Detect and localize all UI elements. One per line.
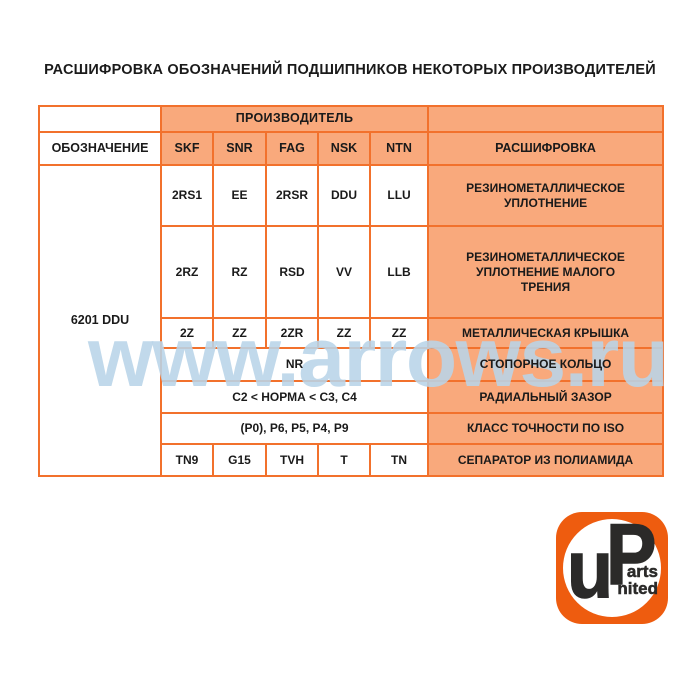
logo-circle <box>563 519 661 617</box>
bearing-decode-table: ПРОИЗВОДИТЕЛЬ ОБОЗНАЧЕНИЕ SKF SNR FAG NS… <box>38 105 669 477</box>
table-cell: ZZ <box>212 317 267 349</box>
decoding-header: РАСШИФРОВКА <box>427 131 665 166</box>
table-row: 6201 DDU 2RS1 EE 2RSR DDU LLU РЕЗИНОМЕТА… <box>38 164 665 477</box>
table-cell: ZZ <box>368 317 430 349</box>
decoding-cell: РЕЗИНОМЕТАЛЛИЧЕСКОЕ УПЛОТНЕНИЕ МАЛОГО ТР… <box>427 225 665 319</box>
decoding-cell: СЕПАРАТОР ИЗ ПОЛИАМИДА <box>427 443 665 477</box>
table-row: 2Z ZZ 2ZR ZZ ZZ МЕТАЛЛИЧЕСКАЯ КРЫШКА <box>39 317 665 349</box>
manufacturer-col-snr: SNR <box>212 131 267 166</box>
decoding-cell: МЕТАЛЛИЧЕСКАЯ КРЫШКА <box>427 317 665 349</box>
designation-value: 6201 DDU <box>38 164 162 477</box>
table-cell: 2RZ <box>160 225 214 319</box>
logo-letter-p: P <box>605 507 657 603</box>
table-row: ПРОИЗВОДИТЕЛЬ <box>38 105 665 133</box>
page-title: РАСШИФРОВКА ОБОЗНАЧЕНИЙ ПОДШИПНИКОВ НЕКО… <box>44 62 656 78</box>
table-cell: 2RSR <box>265 164 319 227</box>
producer-header: ПРОИЗВОДИТЕЛЬ <box>159 105 430 133</box>
table-cell: RSD <box>265 225 319 319</box>
table-row: (P0), P6, P5, P4, P9 КЛАСС ТОЧНОСТИ ПО I… <box>39 412 665 445</box>
manufacturer-col-nsk: NSK <box>317 131 371 166</box>
table-row: NR СТОПОРНОЕ КОЛЬЦО <box>39 347 665 382</box>
table-cell: LLB <box>368 225 430 319</box>
decoding-cell: РАДИАЛЬНЫЙ ЗАЗОР <box>427 380 665 414</box>
table-row: 2RZ RZ RSD VV LLB РЕЗИНОМЕТАЛЛИЧЕСКОЕ УП… <box>39 225 665 319</box>
decoding-cell: СТОПОРНОЕ КОЛЬЦО <box>427 347 665 382</box>
table-cell: EE <box>212 164 267 227</box>
table-cell: TVH <box>265 443 319 477</box>
table-cell: 2RS1 <box>160 164 214 227</box>
table-row: TN9 G15 TVH T TN СЕПАРАТОР ИЗ ПОЛИАМИДА <box>39 443 665 477</box>
manufacturer-col-skf: SKF <box>160 131 214 166</box>
table-cell: ZZ <box>317 317 371 349</box>
logo-text-arts: arts <box>626 562 659 581</box>
table-cell: LLU <box>368 164 430 227</box>
table-cell: T <box>317 443 371 477</box>
table: ПРОИЗВОДИТЕЛЬ ОБОЗНАЧЕНИЕ SKF SNR FAG NS… <box>38 105 665 477</box>
designation-header: ОБОЗНАЧЕНИЕ <box>38 131 162 166</box>
manufacturer-col-fag: FAG <box>265 131 319 166</box>
table-cell: G15 <box>212 443 267 477</box>
table-cell: 2ZR <box>265 317 319 349</box>
decoding-cell: КЛАСС ТОЧНОСТИ ПО ISO <box>427 412 665 445</box>
table-cell: TN9 <box>160 443 214 477</box>
logo-letter-u: u <box>566 524 614 615</box>
table-row: ОБОЗНАЧЕНИЕ SKF SNR FAG NSK NTN РАСШИФРО… <box>38 131 665 166</box>
table-cell: 2Z <box>160 317 214 349</box>
uparts-logo: u P arts nited <box>556 507 668 624</box>
table-cell: TN <box>368 443 430 477</box>
table-cell: VV <box>317 225 371 319</box>
merged-value-cell: NR <box>159 347 430 382</box>
merged-value-cell: C2 < НОРМА < C3, C4 <box>159 380 430 414</box>
table-row: C2 < НОРМА < C3, C4 РАДИАЛЬНЫЙ ЗАЗОР <box>39 380 665 414</box>
table-cell: DDU <box>317 164 371 227</box>
decoding-cell: РЕЗИНОМЕТАЛЛИЧЕСКОЕ УПЛОТНЕНИЕ <box>427 164 665 227</box>
manufacturer-col-ntn: NTN <box>368 131 430 166</box>
table-cell: RZ <box>212 225 267 319</box>
corner-cell <box>38 105 162 133</box>
decoding-header-spacer <box>427 105 665 133</box>
merged-value-cell: (P0), P6, P5, P4, P9 <box>159 412 430 445</box>
logo-text-nited: nited <box>617 579 658 598</box>
